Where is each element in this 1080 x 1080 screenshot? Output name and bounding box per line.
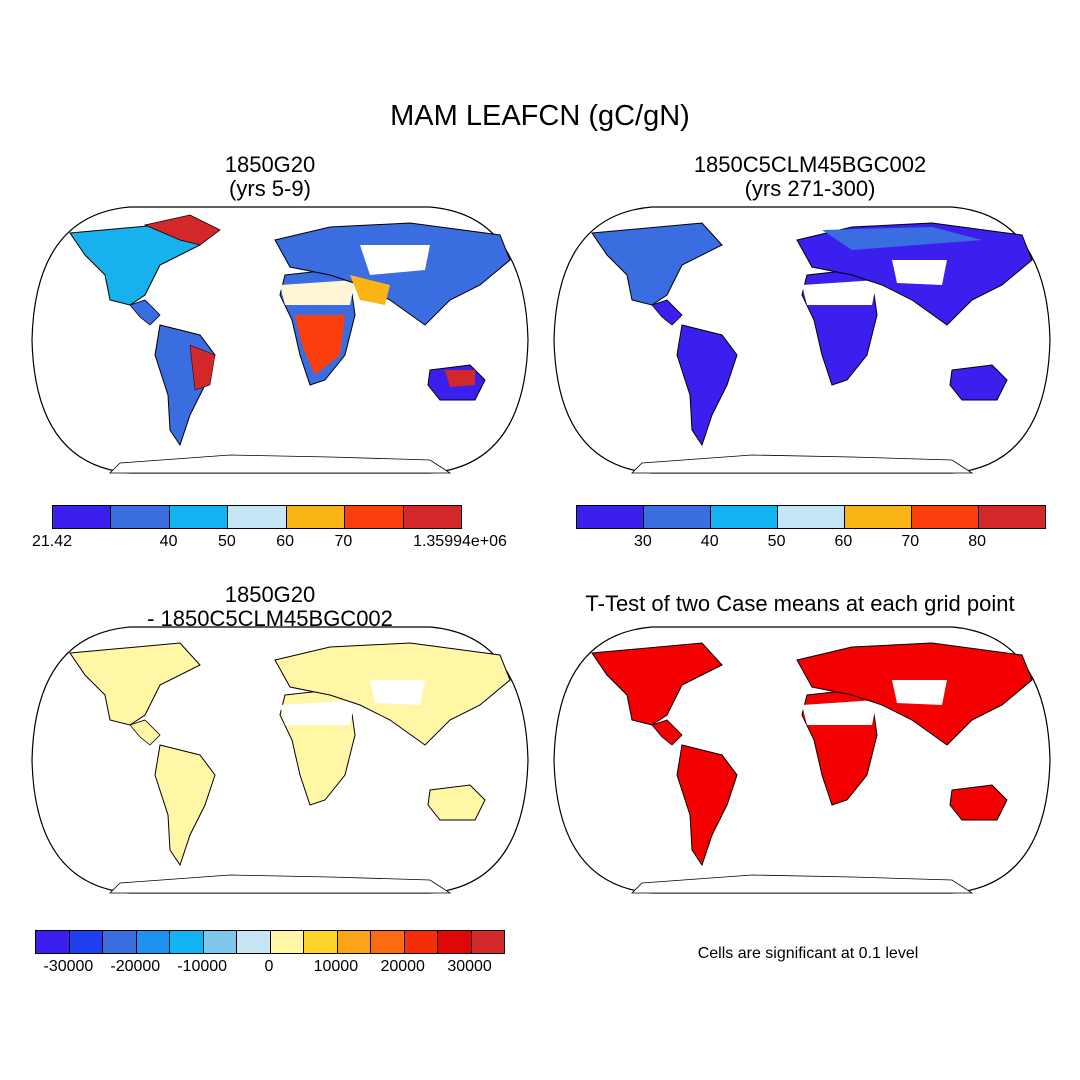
colorbar-panel-1-labels: 21.42 40 50 60 70 1.35994e+06 [32, 533, 507, 555]
panel-1-title-line1: 1850G20 [224, 152, 316, 177]
colorbar-swatch [36, 931, 70, 953]
colorbar-tick-label: 50 [767, 533, 786, 550]
colorbar-tick-label: 30000 [447, 958, 492, 975]
colorbar-tick-label: 1.35994e+06 [413, 533, 507, 550]
colorbar-swatch [912, 506, 979, 528]
continents-panel-3 [69, 642, 511, 894]
colorbar-swatch [404, 931, 438, 953]
colorbar-swatch [228, 506, 287, 528]
map-1-svg [31, 206, 529, 474]
colorbar-difference-labels: -30000 -20000 -10000 0 10000 20000 30000 [35, 958, 503, 980]
colorbar-swatch [345, 506, 404, 528]
panel-1-title-line2: (yrs 5-9) [229, 176, 311, 201]
colorbar-tick-label: 70 [901, 533, 920, 550]
colorbar-tick-label: 30 [633, 533, 652, 550]
colorbar-tick-label: 0 [264, 958, 274, 975]
colorbar-tick-label: -20000 [110, 958, 161, 975]
colorbar-swatch [286, 506, 346, 528]
colorbar-tick-label: -10000 [177, 958, 228, 975]
colorbar-swatch [69, 931, 103, 953]
colorbar-swatch [845, 506, 912, 528]
colorbar-swatch [979, 506, 1045, 528]
continents-panel-4 [591, 642, 1033, 894]
figure-title: MAM LEAFCN (gC/gN) [390, 100, 690, 132]
colorbar-swatch [237, 931, 271, 953]
map-4-svg [553, 626, 1051, 894]
colorbar-swatch [203, 931, 237, 953]
colorbar-tick-label: 50 [217, 533, 236, 550]
colorbar-panel-1 [52, 505, 462, 529]
map-2-svg [553, 206, 1051, 474]
colorbar-swatch [304, 931, 338, 953]
colorbar-panel-2-labels: 30 40 50 60 70 80 [576, 533, 1044, 555]
colorbar-swatch [371, 931, 405, 953]
colorbar-difference [35, 930, 505, 954]
panel-3-title-line1: 1850G20 [224, 582, 316, 607]
colorbar-tick-label: 80 [968, 533, 987, 550]
colorbar-tick-label: 10000 [313, 958, 359, 975]
ttest-significance-note: Cells are significant at 0.1 level [697, 945, 919, 962]
map-panel-4 [552, 625, 1052, 895]
colorbar-swatch [471, 931, 504, 953]
panel-2-title-line1: 1850C5CLM45BGC002 [693, 152, 927, 177]
panel-4-title: T-Test of two Case means at each grid po… [585, 591, 1015, 616]
continents-panel-1 [69, 214, 511, 474]
map-panel-1 [30, 205, 530, 475]
colorbar-swatch [169, 506, 229, 528]
colorbar-swatch [438, 931, 472, 953]
map-panel-2 [552, 205, 1052, 475]
map-panel-3 [30, 625, 530, 895]
panel-2-title: 1850C5CLM45BGC002 (yrs 271-300) [640, 153, 980, 201]
colorbar-swatch [170, 931, 204, 953]
colorbar-swatch [778, 506, 845, 528]
colorbar-tick-label: 40 [700, 533, 719, 550]
colorbar-panel-2 [576, 505, 1046, 529]
continents-panel-2 [591, 222, 1033, 474]
colorbar-swatch [711, 506, 778, 528]
colorbar-swatch [337, 931, 371, 953]
colorbar-swatch [644, 506, 711, 528]
map-3-svg [31, 626, 529, 894]
colorbar-swatch [270, 931, 304, 953]
colorbar-swatch [53, 506, 112, 528]
colorbar-tick-label: 21.42 [31, 533, 73, 550]
colorbar-swatch [577, 506, 644, 528]
panel-2-title-line2: (yrs 271-300) [744, 176, 876, 201]
colorbar-tick-label: 20000 [380, 958, 425, 975]
colorbar-tick-label: 60 [276, 533, 295, 550]
colorbar-tick-label: 40 [159, 533, 178, 550]
panel-1-title: 1850G20 (yrs 5-9) [120, 153, 420, 201]
colorbar-swatch [103, 931, 137, 953]
colorbar-tick-label: 60 [834, 533, 853, 550]
colorbar-tick-label: -30000 [43, 958, 94, 975]
colorbar-tick-label: 70 [334, 533, 353, 550]
colorbar-swatch [111, 506, 170, 528]
panel-3-title: 1850G20 - 1850C5CLM45BGC002 [110, 583, 430, 631]
colorbar-swatch [136, 931, 170, 953]
colorbar-swatch [403, 506, 461, 528]
